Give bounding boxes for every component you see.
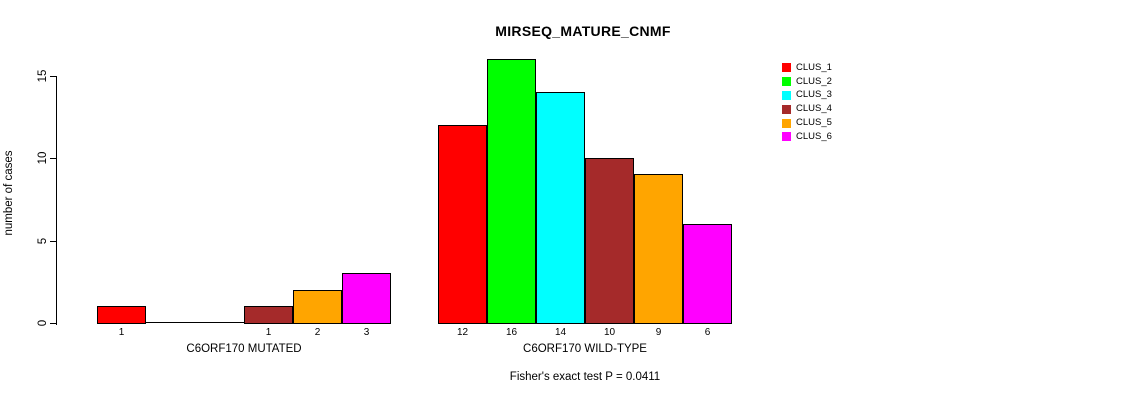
bar-value-label: 6 xyxy=(704,327,711,338)
group-axis-label: C6ORF170 MUTATED xyxy=(186,343,302,355)
legend-item: CLUS_3 xyxy=(782,89,832,103)
legend-item: CLUS_5 xyxy=(782,116,832,130)
y-tick-label: 0 xyxy=(37,319,49,327)
bar-value-label: 3 xyxy=(363,327,370,338)
bar-clus_2 xyxy=(487,59,536,324)
legend-swatch-clus_4 xyxy=(782,104,791,114)
legend-swatch-clus_2 xyxy=(782,77,791,87)
bar-zero-clus_2 xyxy=(146,322,196,323)
y-axis-label: number of cases xyxy=(3,150,15,236)
y-tick-mark xyxy=(50,76,56,77)
y-tick-mark xyxy=(50,158,56,159)
bar-value-label: 14 xyxy=(554,327,567,338)
legend-item: CLUS_6 xyxy=(782,130,832,144)
group-axis-label: C6ORF170 WILD-TYPE xyxy=(523,343,647,355)
annotation-text: Fisher's exact test P = 0.0411 xyxy=(509,371,661,383)
bar-value-label: 9 xyxy=(655,327,662,338)
bar-value-label: 1 xyxy=(118,327,125,338)
bar-clus_4 xyxy=(585,158,634,324)
legend-swatch-clus_1 xyxy=(782,63,791,73)
bar-clus_6 xyxy=(342,273,391,324)
bar-value-label: 10 xyxy=(603,327,616,338)
legend-item: CLUS_1 xyxy=(782,61,832,75)
y-tick-label: 10 xyxy=(37,151,49,165)
legend-swatch-clus_3 xyxy=(782,90,791,100)
bar-value-label: 2 xyxy=(314,327,321,338)
bar-clus_4 xyxy=(244,306,293,324)
y-tick-mark xyxy=(50,323,56,324)
legend-label: CLUS_4 xyxy=(796,103,832,115)
chart-title: MIRSEQ_MATURE_CNMF xyxy=(495,23,671,39)
bar-zero-clus_3 xyxy=(195,322,245,323)
legend-swatch-clus_5 xyxy=(782,118,791,128)
legend-label: CLUS_1 xyxy=(796,61,832,73)
legend: CLUS_1 CLUS_2 CLUS_3 CLUS_4 CLUS_5 CLUS_6 xyxy=(782,61,832,144)
y-tick-mark xyxy=(50,241,56,242)
legend-item: CLUS_2 xyxy=(782,75,832,89)
bar-clus_5 xyxy=(293,290,342,324)
legend-label: CLUS_2 xyxy=(796,75,832,87)
y-axis-line xyxy=(56,76,57,325)
legend-label: CLUS_5 xyxy=(796,117,832,129)
y-tick-label: 5 xyxy=(37,237,49,245)
bar-clus_5 xyxy=(634,174,683,324)
bar-clus_6 xyxy=(683,224,732,324)
y-tick-label: 15 xyxy=(37,69,49,83)
bar-value-label: 16 xyxy=(505,327,518,338)
legend-swatch-clus_6 xyxy=(782,132,791,142)
legend-label: CLUS_3 xyxy=(796,89,832,101)
bar-value-label: 1 xyxy=(265,327,272,338)
bar-value-label: 12 xyxy=(456,327,469,338)
legend-label: CLUS_6 xyxy=(796,130,832,142)
bar-clus_1 xyxy=(97,306,146,324)
bar-clus_1 xyxy=(438,125,487,324)
legend-item: CLUS_4 xyxy=(782,102,832,116)
bar-clus_3 xyxy=(536,92,585,324)
